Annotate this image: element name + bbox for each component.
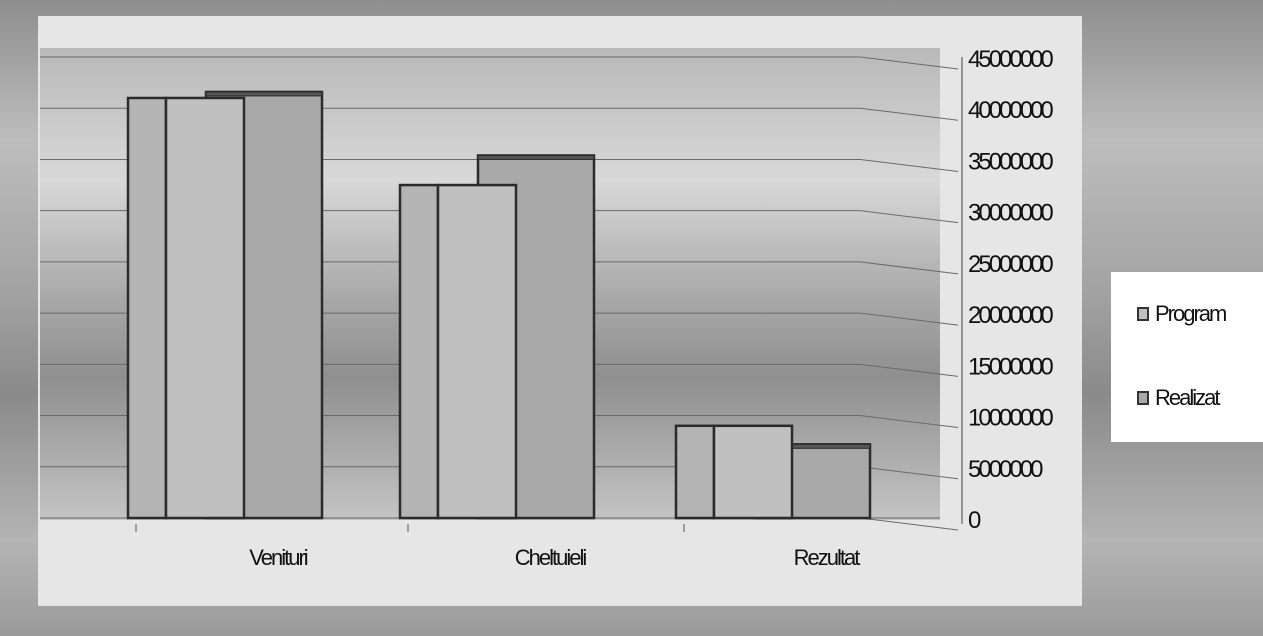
y-tick-label: 15000000	[968, 353, 1053, 380]
legend-label-realizat: Realizat	[1155, 385, 1220, 410]
y-tick-label: 25000000	[968, 251, 1053, 278]
y-tick-label: 45000000	[968, 46, 1053, 73]
legend-swatch-realizat	[1137, 391, 1149, 405]
bar-realizat-top	[205, 91, 323, 97]
x-tick-label: Cheltuieli	[515, 545, 587, 570]
bar-program-side	[126, 96, 168, 520]
y-tick-label: 10000000	[968, 405, 1053, 432]
gridline	[40, 56, 959, 70]
legend-item-program: Program	[1137, 300, 1227, 328]
legend: Program Realizat	[1111, 272, 1263, 442]
legend-item-realizat: Realizat	[1137, 384, 1220, 412]
x-tick-label: Rezultat	[794, 545, 861, 570]
y-tick-label: 30000000	[968, 200, 1053, 227]
x-tick-label: Venituri	[249, 545, 307, 570]
bar-program-side	[398, 183, 440, 520]
bar-program-side	[674, 424, 716, 520]
legend-label-program: Program	[1155, 301, 1227, 326]
y-tick-label: 40000000	[968, 97, 1053, 124]
legend-swatch-program	[1137, 307, 1149, 321]
bar-program	[164, 96, 246, 520]
y-tick-label: 5000000	[968, 456, 1043, 483]
bar-program	[436, 183, 518, 520]
bar-program	[712, 424, 794, 520]
y-tick-label: 35000000	[968, 148, 1053, 175]
y-tick-label: 20000000	[968, 302, 1053, 329]
bar-realizat-top	[477, 154, 595, 160]
